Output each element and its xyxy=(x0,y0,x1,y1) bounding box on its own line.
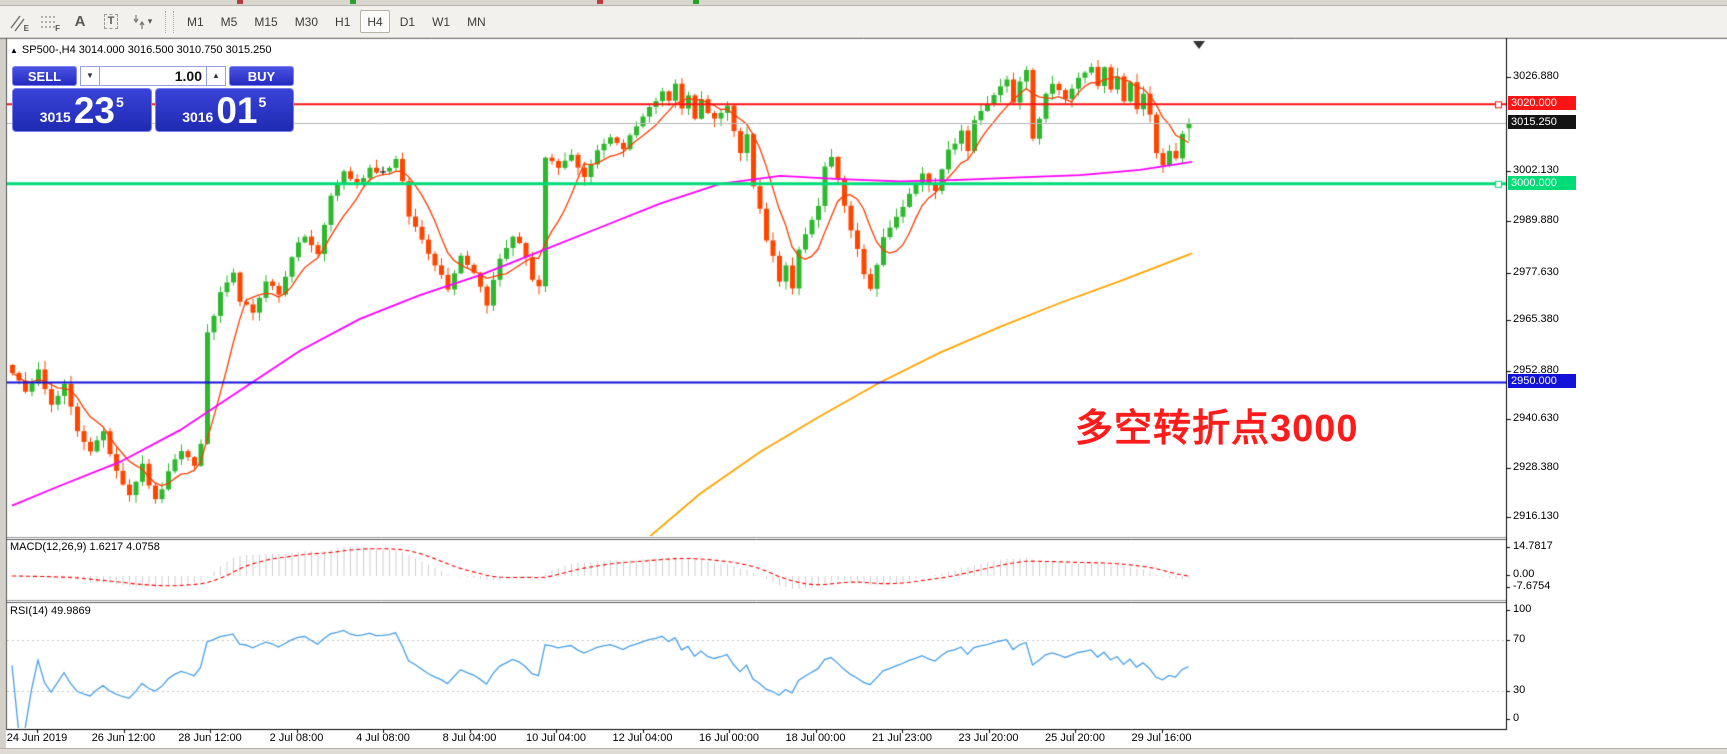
price-axis-tick: 2928.380 xyxy=(1513,461,1559,473)
text-box-icon[interactable]: T xyxy=(98,10,124,34)
rsi-axis-tick: 30 xyxy=(1513,684,1526,696)
timeframe-button-m5[interactable]: M5 xyxy=(214,10,245,33)
volume-increase-button[interactable]: ▲ xyxy=(206,66,226,86)
window-bottom-strip xyxy=(0,748,1727,754)
price-chart-canvas[interactable] xyxy=(0,38,1727,754)
time-axis-label: 24 Jun 2019 xyxy=(6,732,68,744)
volume-spinner: ▼ ▲ xyxy=(80,66,226,86)
equidistant-channel-icon[interactable]: E xyxy=(5,10,31,34)
sell-price-frac: 5 xyxy=(116,94,124,110)
symbol-ohlc-text: SP500-,H4 3014.000 3016.500 3010.750 301… xyxy=(21,44,272,56)
price-axis-tick: 2940.630 xyxy=(1513,412,1559,424)
timeframe-button-h4[interactable]: H4 xyxy=(360,10,390,33)
sell-price-pips: 23 xyxy=(73,90,115,131)
buy-price-pips: 01 xyxy=(216,90,258,131)
time-axis-label: 29 Jul 16:00 xyxy=(1131,732,1192,744)
price-axis-tick: 2916.130 xyxy=(1513,510,1559,522)
time-axis[interactable]: 24 Jun 2019 26 Jun 12:00 28 Jun 12:00 2 Jul… xyxy=(0,729,1507,749)
trade-buttons-row: SELL ▼ ▲ BUY xyxy=(12,66,294,86)
volume-decrease-button[interactable]: ▼ xyxy=(80,66,100,86)
fibonacci-retracement-icon[interactable]: F xyxy=(36,10,62,34)
rsi-indicator-label: RSI(14) 49.9869 xyxy=(10,605,91,617)
timeframe-toolbar: M1 M5 M15 M30 H1 H4 D1 W1 MN xyxy=(180,10,493,33)
timeframe-button-w1[interactable]: W1 xyxy=(425,10,457,33)
time-axis-label: 2 Jul 08:00 xyxy=(269,732,324,744)
sell-button[interactable]: SELL xyxy=(12,66,77,86)
chart-symbol-header: ▲ SP500-,H4 3014.000 3016.500 3010.750 30… xyxy=(10,44,271,56)
time-axis-label: 21 Jul 23:00 xyxy=(872,732,932,744)
time-axis-label: 28 Jun 12:00 xyxy=(178,732,242,744)
macd-indicator-label: MACD(12,26,9) 1.6217 4.0758 xyxy=(10,541,160,553)
chart-annotation-text: 多空转折点3000 xyxy=(1075,408,1359,450)
cutoff-icon xyxy=(597,0,603,4)
toolbar-cutoff-strip xyxy=(0,0,1727,6)
text-label-icon[interactable]: A xyxy=(67,10,93,34)
arrow-tools-icon[interactable]: ▾ xyxy=(129,10,155,34)
trade-prices-row: 3015 23 5 3016 01 5 xyxy=(12,88,294,132)
collapse-triangle-icon[interactable]: ▲ xyxy=(10,46,18,55)
cutoff-icon xyxy=(350,0,356,4)
toolbar: E F A T ▾ M1 M5 M15 M30 H1 H4 D1 W1 MN xyxy=(0,6,1727,38)
hline-3000-price-badge: 3000.000 xyxy=(1508,176,1576,190)
rsi-axis-tick: 100 xyxy=(1513,603,1532,615)
buy-button[interactable]: BUY xyxy=(229,66,294,86)
timeframe-button-m1[interactable]: M1 xyxy=(180,10,211,33)
time-axis-label: 23 Jul 20:00 xyxy=(958,732,1019,744)
hline-3020-price-badge: 3020.000 xyxy=(1508,96,1576,110)
buy-price-main: 3016 xyxy=(182,109,214,125)
time-axis-label: 4 Jul 08:00 xyxy=(356,732,410,744)
volume-input[interactable] xyxy=(100,66,206,86)
time-axis-label: 12 Jul 04:00 xyxy=(612,732,673,744)
current-price-badge: 3015.250 xyxy=(1508,115,1576,129)
price-axis-tick: 2952.880 xyxy=(1513,364,1559,376)
price-axis-tick: 3026.880 xyxy=(1513,70,1559,82)
buy-price-frac: 5 xyxy=(258,94,267,110)
time-axis-label: 8 Jul 04:00 xyxy=(442,732,497,744)
time-axis-label: 26 Jun 12:00 xyxy=(91,732,156,744)
hline-2950-price-badge: 2950.000 xyxy=(1508,374,1576,388)
cutoff-icon xyxy=(237,0,243,4)
chevron-up-icon: ▲ xyxy=(212,71,220,80)
time-axis-label: 10 Jul 04:00 xyxy=(526,732,586,744)
price-axis-tick: 2965.380 xyxy=(1513,313,1559,325)
price-axis-tick: 3002.130 xyxy=(1513,164,1559,176)
drawing-tools-group: E F A T ▾ xyxy=(0,10,155,34)
macd-axis-tick: 14.7817 xyxy=(1513,540,1553,552)
price-axis-tick: 2989.880 xyxy=(1513,214,1559,226)
rsi-axis-tick: 0 xyxy=(1513,712,1520,724)
time-axis-label: 16 Jul 00:00 xyxy=(699,732,759,744)
time-axis-label: 18 Jul 00:00 xyxy=(785,732,846,744)
timeframe-button-h1[interactable]: H1 xyxy=(328,10,357,33)
timeframe-button-mn[interactable]: MN xyxy=(460,10,493,33)
timeframe-button-m15[interactable]: M15 xyxy=(247,10,284,33)
timeframe-button-d1[interactable]: D1 xyxy=(393,10,422,33)
sell-price-display[interactable]: 3015 23 5 xyxy=(12,88,152,132)
rsi-axis-tick: 70 xyxy=(1513,633,1526,645)
price-axis[interactable]: 3026.880 3002.130 2989.880 2977.630 2965.380… xyxy=(1507,38,1727,730)
timeframe-button-m30[interactable]: M30 xyxy=(288,10,325,33)
buy-price-display[interactable]: 3016 01 5 xyxy=(154,88,294,132)
toolbar-separator xyxy=(165,10,174,33)
macd-axis-tick: -7.6754 xyxy=(1513,580,1551,592)
cutoff-icon xyxy=(693,0,699,4)
price-axis-tick: 2977.630 xyxy=(1513,266,1559,278)
sell-price-main: 3015 xyxy=(39,109,71,125)
chevron-down-icon: ▼ xyxy=(86,71,94,80)
macd-axis-tick: 0.00 xyxy=(1513,568,1535,580)
time-axis-label: 25 Jul 20:00 xyxy=(1045,732,1105,744)
